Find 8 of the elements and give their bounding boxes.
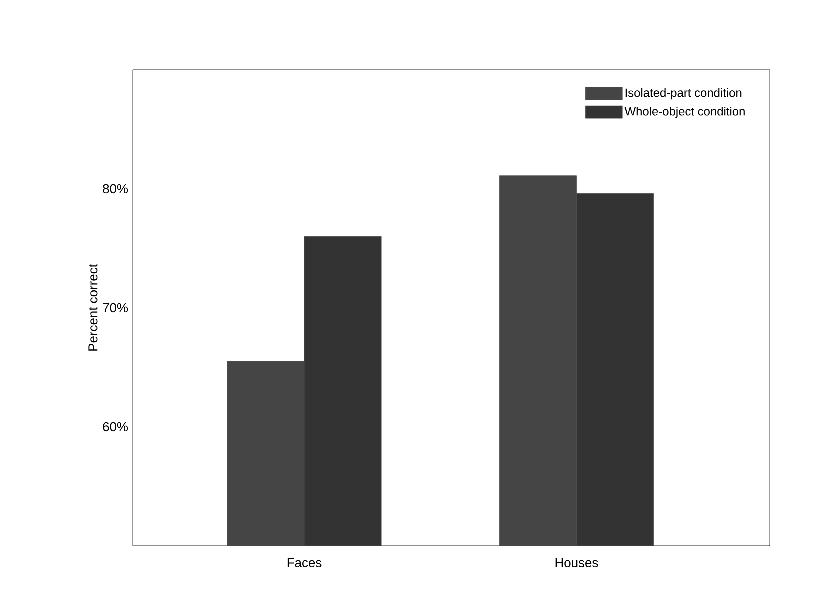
legend-label: Whole-object condition [624, 107, 745, 118]
y-axis-title: Percent correct [88, 264, 98, 351]
x-tick-label: Faces [288, 558, 322, 568]
x-tick-label: Houses [556, 558, 598, 568]
y-tick-label: 60% [103, 422, 128, 432]
y-tick-label: 70% [103, 303, 128, 313]
legend-label: Isolated-part condition [626, 88, 742, 100]
y-tick-label: 80% [103, 184, 128, 194]
